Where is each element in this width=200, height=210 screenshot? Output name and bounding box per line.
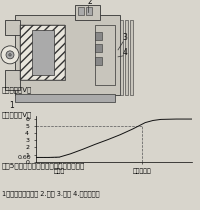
Bar: [95, 32, 102, 40]
Bar: [32, 30, 54, 75]
Bar: [86, 7, 92, 15]
Text: 3: 3: [123, 33, 127, 42]
Bar: [78, 7, 84, 15]
Bar: [5, 70, 20, 90]
Bar: [130, 20, 133, 95]
Bar: [20, 25, 65, 80]
Bar: [95, 25, 115, 85]
Bar: [15, 15, 120, 95]
Bar: [120, 20, 123, 95]
Bar: [15, 94, 115, 102]
Text: 2: 2: [88, 0, 92, 6]
Circle shape: [6, 51, 14, 59]
Text: 0.60: 0.60: [18, 155, 31, 160]
Text: 输出电压（V）: 输出电压（V）: [2, 87, 32, 93]
Bar: [75, 5, 100, 20]
Circle shape: [9, 54, 11, 56]
Text: 输出电压（V）: 输出电压（V）: [2, 112, 32, 118]
Text: 1．节气门轴连接臂 2.刷圈 3.电刷 4.电阻基体。: 1．节气门轴连接臂 2.刷圈 3.电刷 4.电阻基体。: [2, 190, 100, 197]
Circle shape: [1, 46, 19, 64]
Bar: [95, 57, 102, 65]
Text: （图5）节气门开度传感器的结构与特性。: （图5）节气门开度传感器的结构与特性。: [2, 162, 85, 169]
Bar: [5, 20, 20, 35]
Text: 4: 4: [123, 48, 127, 57]
Bar: [95, 44, 102, 52]
Bar: [20, 25, 65, 80]
Text: 1: 1: [10, 101, 14, 110]
Bar: [125, 20, 128, 95]
